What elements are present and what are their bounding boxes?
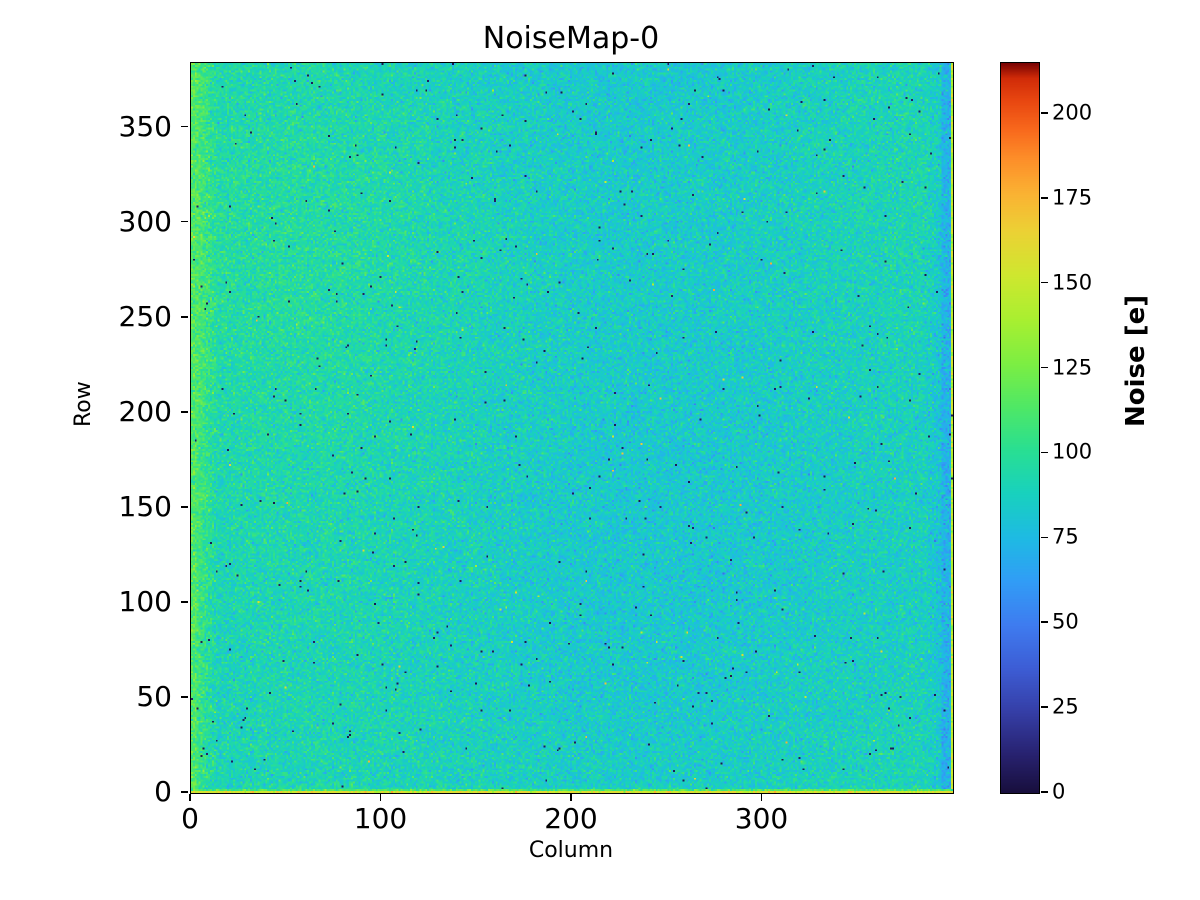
colorbar-tick-mark — [1041, 366, 1048, 369]
colorbar-tick-label: 100 — [1052, 439, 1093, 464]
x-tick-label: 200 — [544, 802, 598, 835]
colorbar-tick-label: 200 — [1052, 100, 1093, 125]
y-tick-mark — [181, 220, 189, 223]
colorbar-tick-label: 75 — [1052, 524, 1079, 549]
y-tick-mark — [181, 410, 189, 413]
colorbar-tick-mark — [1041, 281, 1048, 284]
colorbar-tick-mark — [1041, 706, 1048, 708]
heatmap-image — [191, 63, 953, 793]
y-tick-label: 250 — [118, 299, 172, 333]
colorbar-tick-label: 0 — [1052, 779, 1066, 804]
y-tick-mark — [181, 125, 189, 128]
y-tick-mark — [181, 315, 189, 318]
y-tick-label: 350 — [118, 109, 172, 143]
colorbar-tick-label: 50 — [1052, 609, 1079, 634]
y-tick-label: 50 — [136, 679, 172, 713]
colorbar-gradient — [1001, 63, 1039, 793]
x-tick-label: 100 — [353, 802, 408, 835]
y-tick-mark — [181, 696, 189, 698]
colorbar-tick-label: 125 — [1052, 355, 1093, 380]
y-tick-label: 200 — [118, 394, 172, 428]
colorbar-tick-label: 175 — [1052, 185, 1093, 210]
x-tick-mark — [570, 793, 572, 801]
y-tick-label: 300 — [118, 204, 172, 238]
y-tick-label: 150 — [118, 489, 172, 523]
colorbar-tick-label: 25 — [1052, 694, 1079, 719]
colorbar-tick-mark — [1041, 536, 1048, 539]
x-tick-label: 300 — [734, 802, 789, 835]
colorbar-label: Noise [e] — [1121, 294, 1151, 427]
colorbar-tick-mark — [1041, 112, 1048, 114]
colorbar — [1000, 62, 1040, 794]
x-tick-label: 0 — [181, 802, 199, 835]
x-tick-mark — [379, 793, 382, 801]
heatmap-plot-area — [190, 62, 954, 794]
x-axis-label: Column — [528, 838, 614, 863]
x-tick-mark — [189, 793, 191, 801]
page-title: NoiseMap-0 — [482, 21, 660, 56]
colorbar-tick-mark — [1041, 621, 1048, 624]
colorbar-tick-mark — [1041, 451, 1048, 454]
colorbar-tick-label: 150 — [1052, 270, 1093, 295]
colorbar-tick-mark — [1041, 197, 1048, 199]
y-tick-mark — [181, 601, 189, 603]
y-tick-mark — [181, 506, 189, 508]
y-tick-label: 0 — [154, 775, 172, 808]
colorbar-tick-mark — [1041, 791, 1048, 793]
x-tick-mark — [760, 793, 763, 801]
y-tick-mark — [181, 791, 189, 793]
y-tick-label: 100 — [118, 584, 172, 618]
